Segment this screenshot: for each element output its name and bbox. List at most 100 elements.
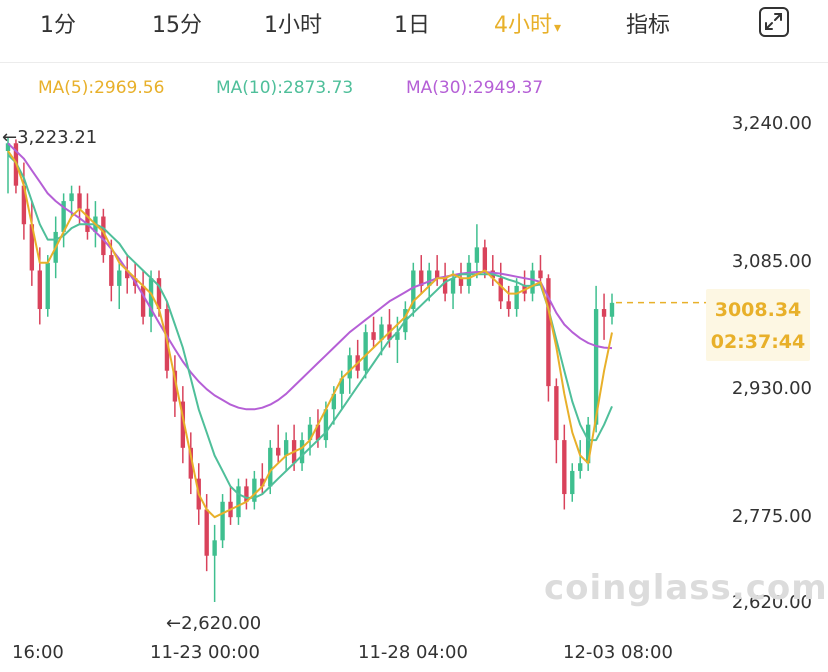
y-tick-label: 2,930.00: [731, 378, 812, 399]
candle-body: [236, 486, 241, 518]
candle-body: [180, 401, 186, 448]
candle-body: [252, 478, 257, 502]
tab-1d[interactable]: 1日: [394, 7, 430, 39]
tab-1m[interactable]: 1分: [40, 7, 76, 39]
tab-4h-label: 4小时: [494, 13, 552, 38]
candle-body: [283, 440, 289, 456]
candle-body: [458, 278, 464, 286]
header-divider: [0, 62, 828, 63]
candle-body: [339, 378, 344, 394]
candle-body: [117, 270, 122, 286]
y-tick-label: 3,240.00: [731, 113, 812, 134]
candle-body: [554, 386, 559, 441]
candle-body: [188, 447, 193, 479]
candle-body: [474, 247, 480, 263]
tab-15m[interactable]: 15分: [152, 7, 202, 39]
candle-body: [601, 309, 607, 317]
ma10-line: [7, 154, 613, 499]
candle-body: [260, 478, 265, 487]
tab-1h[interactable]: 1小时: [264, 7, 322, 39]
candle-body: [442, 278, 448, 294]
ma5-line: [7, 150, 613, 519]
candle-body: [578, 463, 583, 471]
candle-body: [299, 440, 305, 464]
candle-body: [585, 424, 591, 464]
y-tick-label: 2,775.00: [731, 506, 812, 527]
candle-body: [427, 270, 432, 286]
candle-body: [244, 486, 249, 502]
candle-body: [69, 193, 74, 202]
ma30-legend: MA(30):2949.37: [406, 78, 544, 98]
candle-body: [570, 470, 575, 495]
candle-countdown: 02:37:44: [710, 331, 806, 353]
candle-body: [212, 540, 217, 556]
candle-body: [482, 247, 488, 271]
last-price-box: 3008.34 02:37:44: [706, 289, 810, 361]
candle-body: [156, 278, 162, 310]
candle-body: [323, 409, 329, 441]
y-tick-label: 3,085.00: [731, 251, 812, 272]
candle-body: [379, 324, 384, 340]
candle-body: [609, 302, 615, 317]
candle-body: [45, 262, 50, 310]
candle-body: [29, 224, 35, 271]
last-price: 3008.34: [714, 299, 802, 321]
tab-indicators-label: 指标: [626, 13, 671, 38]
y-tick-label: 2,620.00: [731, 592, 812, 613]
candle-body: [61, 201, 66, 232]
tab-1d-label: 1日: [394, 13, 430, 38]
timeframe-bar: 1分 15分 1小时 1日 4小时 ▾ 指标: [0, 0, 828, 50]
fullscreen-icon[interactable]: [759, 7, 789, 37]
ma5-legend: MA(5):2969.56: [38, 78, 165, 98]
candle-body: [347, 355, 352, 379]
candle-body: [506, 301, 511, 310]
candle-body: [5, 143, 11, 151]
candle-body: [307, 424, 313, 441]
candle-body: [546, 278, 551, 387]
candle-body: [411, 270, 416, 310]
x-tick-label: 16:00: [12, 642, 64, 663]
candle-body: [85, 208, 90, 232]
candle-body: [101, 216, 106, 256]
tab-1m-label: 1分: [40, 13, 76, 38]
candle-body: [450, 278, 456, 294]
candle-body: [220, 501, 225, 541]
candle-body: [204, 509, 209, 556]
candle-body: [172, 370, 178, 402]
candle-body: [514, 285, 519, 310]
candle-body: [109, 255, 114, 286]
ma30-line: [7, 142, 613, 411]
caret-down-icon: ▾: [554, 20, 562, 36]
candle-body: [315, 424, 321, 441]
high-annotation: ←3,223.21: [2, 127, 98, 148]
candle-body: [77, 193, 82, 209]
tab-1h-label: 1小时: [264, 13, 322, 38]
candle-body: [21, 185, 27, 225]
candle-body: [371, 332, 376, 340]
x-tick-label: 11-23 00:00: [150, 642, 260, 663]
watermark: coinglass.com: [544, 568, 828, 608]
tab-15m-label: 15分: [152, 13, 202, 38]
candle-body: [363, 332, 368, 371]
candle-body: [419, 270, 424, 286]
candle-body: [37, 270, 42, 310]
x-tick-label: 11-28 04:00: [358, 642, 468, 663]
x-tick-label: 12-03 08:00: [563, 642, 673, 663]
tab-indicators[interactable]: 指标: [626, 7, 670, 39]
ma10-legend: MA(10):2873.73: [216, 78, 354, 98]
candle-body: [530, 270, 535, 294]
candle-body: [268, 447, 273, 487]
low-annotation: ←2,620.00: [166, 613, 262, 634]
candle-body: [434, 270, 440, 279]
tab-4h[interactable]: 4小时 ▾: [494, 7, 561, 39]
candle-body: [125, 270, 130, 279]
fullscreen-arrows-icon: [765, 13, 782, 30]
candle-body: [331, 393, 337, 410]
candle-body: [140, 285, 146, 317]
candle-body: [276, 447, 281, 456]
candle-body: [538, 270, 543, 279]
candle-body: [395, 332, 400, 340]
candle-body: [148, 278, 154, 317]
candle-body: [593, 309, 599, 425]
